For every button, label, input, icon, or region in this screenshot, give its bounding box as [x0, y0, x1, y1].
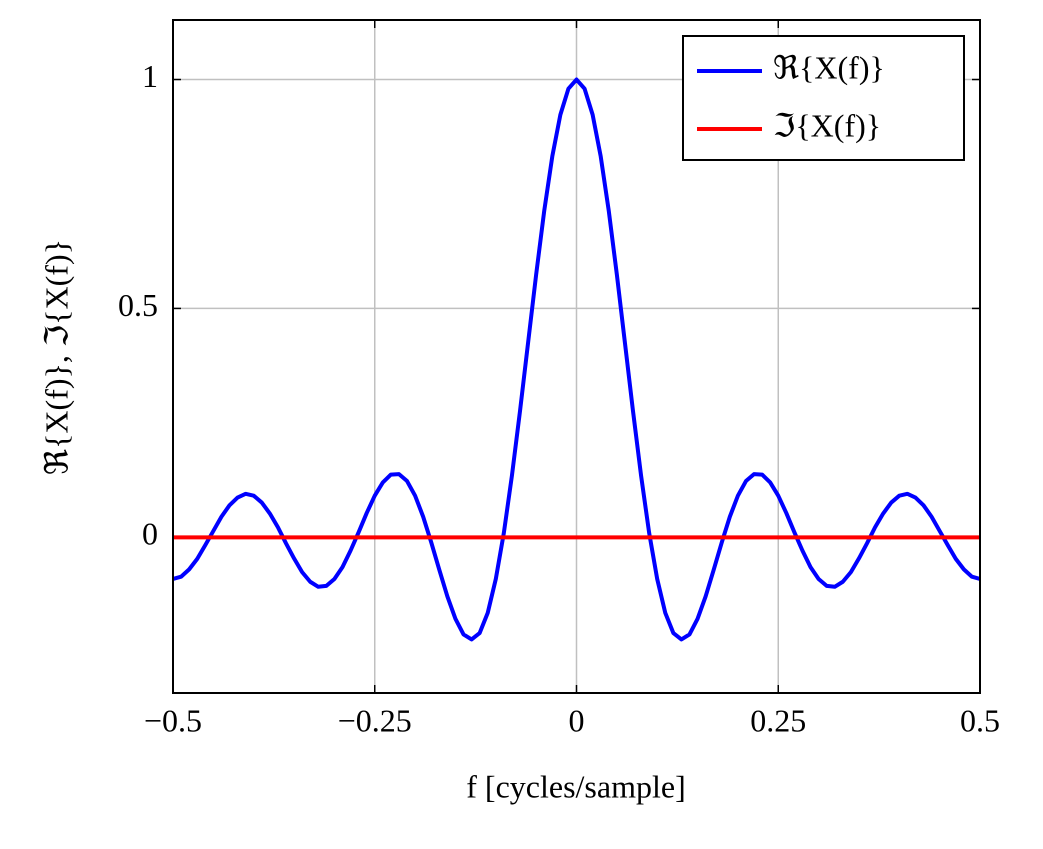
x-tick-label: −0.25 — [338, 702, 412, 738]
x-tick-label: 0 — [569, 702, 585, 738]
line-series — [173, 77, 980, 642]
legend-box — [682, 35, 965, 161]
x-tick-label: 0.5 — [960, 702, 1000, 738]
x-tick-label: −0.5 — [144, 702, 202, 738]
plot-frame — [172, 19, 981, 694]
y-axis-label: ℜ{X(f)}, ℑ{X(f)} — [38, 239, 74, 475]
legend-label: ℜ{X(f)} — [773, 49, 885, 85]
x-axis-label: f [cycles/sample] — [466, 768, 685, 804]
y-tick-label: 1 — [142, 58, 158, 94]
y-tick-label: 0.5 — [118, 287, 158, 323]
legend-label: ℑ{X(f)} — [773, 107, 881, 143]
x-tick-label: 0.25 — [750, 702, 806, 738]
y-tick-label: 0 — [142, 516, 158, 552]
